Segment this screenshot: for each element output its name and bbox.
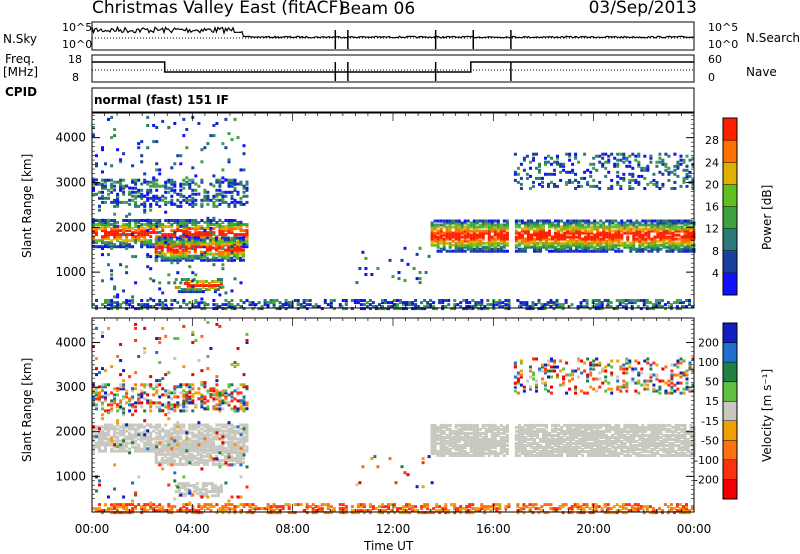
velocity-panel-colorbar-seg-6 <box>723 362 737 383</box>
power-panel-colorbar-tick-2: 12 <box>705 223 719 236</box>
power-panel-colorbar-seg-2 <box>723 228 737 252</box>
cpid-label: CPID <box>5 85 38 99</box>
power-panel-colorbar-tick-4: 20 <box>705 178 719 191</box>
power-panel-colorbar-tick-6: 28 <box>705 134 719 147</box>
velocity-panel-colorbar-seg-7 <box>723 342 737 363</box>
velocity-panel-ytick-label-0: 1000 <box>55 469 86 483</box>
nsearch-tick-top: 10^5 <box>708 21 739 34</box>
velocity-panel-colorbar-seg-8 <box>723 323 737 344</box>
power-panel-colorbar-seg-0 <box>723 272 737 296</box>
power-panel-ytick-label-2: 3000 <box>55 175 86 189</box>
velocity-panel-colorbar-frame <box>722 322 738 500</box>
velocity-panel-colorbar-tick-6: -100 <box>694 454 719 467</box>
freq-strip <box>91 54 695 83</box>
freq-trace <box>92 61 694 73</box>
nsearch-label: N.Search <box>746 31 800 45</box>
freq-label-line1: Freq. <box>5 52 35 66</box>
nave-tick-top: 60 <box>708 53 722 66</box>
power-panel-colorbar-seg-1 <box>723 250 737 274</box>
power-panel-colorbar-seg-6 <box>723 140 737 163</box>
x-tick-label-6: 00:00 <box>677 522 712 536</box>
power-panel-ytick-label-1: 2000 <box>55 220 86 234</box>
power-panel-pixels <box>92 115 696 311</box>
x-tick-label-3: 12:00 <box>376 522 411 536</box>
chart-title: Christmas Valley East (fitACF) <box>92 0 345 18</box>
velocity-panel-ytick-label-2: 3000 <box>55 380 86 394</box>
power-panel-ytick-label-0: 1000 <box>55 265 86 279</box>
velocity-panel-colorbar-tick-7: -200 <box>694 473 719 486</box>
freq-tick-bottom: 8 <box>72 71 79 84</box>
velocity-panel-colorbar-tick-2: 50 <box>705 376 719 389</box>
power-panel-colorbar-seg-4 <box>723 184 737 207</box>
power-panel-colorbar-tick-3: 16 <box>705 201 719 214</box>
velocity-panel-colorbar-seg-0 <box>723 479 737 500</box>
x-tick-label-1: 04:00 <box>175 522 210 536</box>
velocity-panel-colorbar-tick-3: 15 <box>705 395 719 408</box>
power-panel-colorbar-seg-7 <box>723 118 737 141</box>
velocity-panel-colorbar-seg-2 <box>723 440 737 461</box>
nsearch-tick-bottom: 10^0 <box>708 38 739 51</box>
velocity-panel-ytick-label-3: 4000 <box>55 336 86 350</box>
velocity-panel-colorbar-tick-1: 100 <box>698 356 719 369</box>
beam-label: Beam 06 <box>339 0 416 19</box>
nsky-tick-top: 10^5 <box>62 21 93 34</box>
power-panel-colorbar-tick-0: 4 <box>712 267 719 280</box>
x-tick-label-5: 20:00 <box>576 522 611 536</box>
freq-tick-top: 18 <box>68 53 82 66</box>
x-axis-label: Time UT <box>364 539 414 553</box>
x-tick-label-0: 00:00 <box>75 522 110 536</box>
power-panel-colorbar-seg-3 <box>723 206 737 230</box>
velocity-panel-colorbar-seg-1 <box>723 459 737 480</box>
x-tick-label-4: 16:00 <box>476 522 511 536</box>
velocity-panel-ytick-label-1: 2000 <box>55 425 86 439</box>
nsky-strip <box>91 21 695 51</box>
nave-label: Nave <box>746 65 777 79</box>
velocity-panel-colorbar-tick-0: 200 <box>698 337 719 350</box>
nsky-label: N.Sky <box>3 32 38 46</box>
nsky-trace <box>91 25 694 39</box>
nsky-tick-bottom: 10^0 <box>62 38 93 51</box>
chart-date: 03/Sep/2013 <box>588 0 697 18</box>
power-panel-colorbar-seg-5 <box>723 162 737 185</box>
cpid-strip <box>91 87 695 113</box>
velocity-panel-colorbar-seg-5 <box>723 381 737 402</box>
velocity-panel-colorbar-seg-4 <box>723 401 737 422</box>
x-tick-label-2: 08:00 <box>275 522 310 536</box>
power-panel-ytick-label-3: 4000 <box>55 131 86 145</box>
nave-tick-bottom: 0 <box>708 71 715 84</box>
velocity-panel-colorbar-seg-3 <box>723 420 737 441</box>
power-panel-colorbar-tick-1: 8 <box>712 245 719 258</box>
freq-label-line2: [MHz] <box>3 65 39 79</box>
velocity-panel-pixels <box>92 320 696 515</box>
power-panel-colorbar-tick-5: 24 <box>705 156 719 169</box>
velocity-panel-colorbar-tick-5: -50 <box>701 434 719 447</box>
cpid-value: normal (fast) 151 IF <box>94 93 229 107</box>
velocity-panel-colorbar-tick-4: -15 <box>701 415 719 428</box>
